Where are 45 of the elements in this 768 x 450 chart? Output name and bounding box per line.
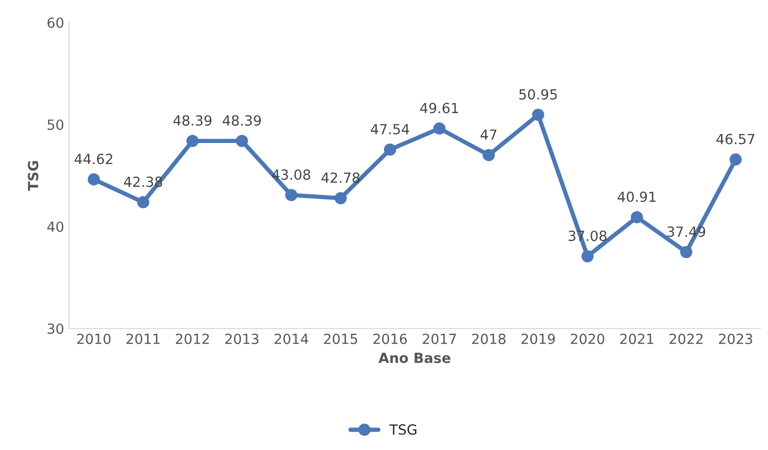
y-tick-label: 60	[48, 17, 64, 28]
data-label: 42.78	[321, 172, 360, 183]
point	[680, 246, 692, 258]
data-label: 48.39	[222, 115, 261, 126]
data-label: 47.54	[370, 124, 410, 134]
point	[433, 122, 446, 135]
x-tick-label: 2014	[274, 334, 308, 344]
x-axis-title: Ano Base	[378, 352, 450, 364]
x-tick-label: 2019	[521, 334, 555, 344]
x-tick-label: 2016	[373, 334, 407, 344]
y-axis-title: TSG	[28, 161, 38, 191]
x-tick-label: 2018	[472, 334, 506, 344]
x-tick-label: 2012	[176, 334, 209, 344]
x-tick-label: 2020	[570, 334, 604, 344]
y-tick-label: 30	[48, 323, 64, 334]
point	[285, 189, 298, 202]
y-tick-label: 50	[48, 119, 64, 130]
x-tick-label: 2015	[324, 334, 358, 344]
data-label: 50.95	[519, 89, 557, 100]
y-tick-label: 40	[47, 221, 64, 232]
point	[630, 211, 643, 224]
point	[384, 144, 396, 156]
data-label: 46.57	[716, 134, 754, 144]
data-label: 40.91	[618, 192, 656, 202]
x-tick-label: 2011	[126, 334, 160, 344]
x-tick-label: 2010	[77, 334, 111, 344]
x-tick-label: 2017	[422, 334, 456, 344]
point	[334, 192, 347, 204]
point	[186, 134, 199, 147]
point	[532, 108, 544, 121]
data-label: 44.62	[74, 154, 112, 164]
point	[137, 196, 150, 208]
x-tick-label: 2022	[670, 334, 703, 344]
data-label: 47	[480, 130, 496, 140]
x-tick-label: 2023	[718, 334, 752, 344]
legend-label: TSG	[389, 424, 416, 435]
x-tick-label: 2021	[620, 334, 654, 344]
x-tick-label: 2013	[225, 334, 258, 344]
point	[730, 153, 742, 166]
point	[482, 149, 495, 162]
data-label: 49.61	[420, 102, 458, 114]
data-label: 48.39	[173, 115, 212, 126]
point	[236, 134, 248, 147]
point	[581, 250, 594, 262]
point	[88, 173, 100, 186]
